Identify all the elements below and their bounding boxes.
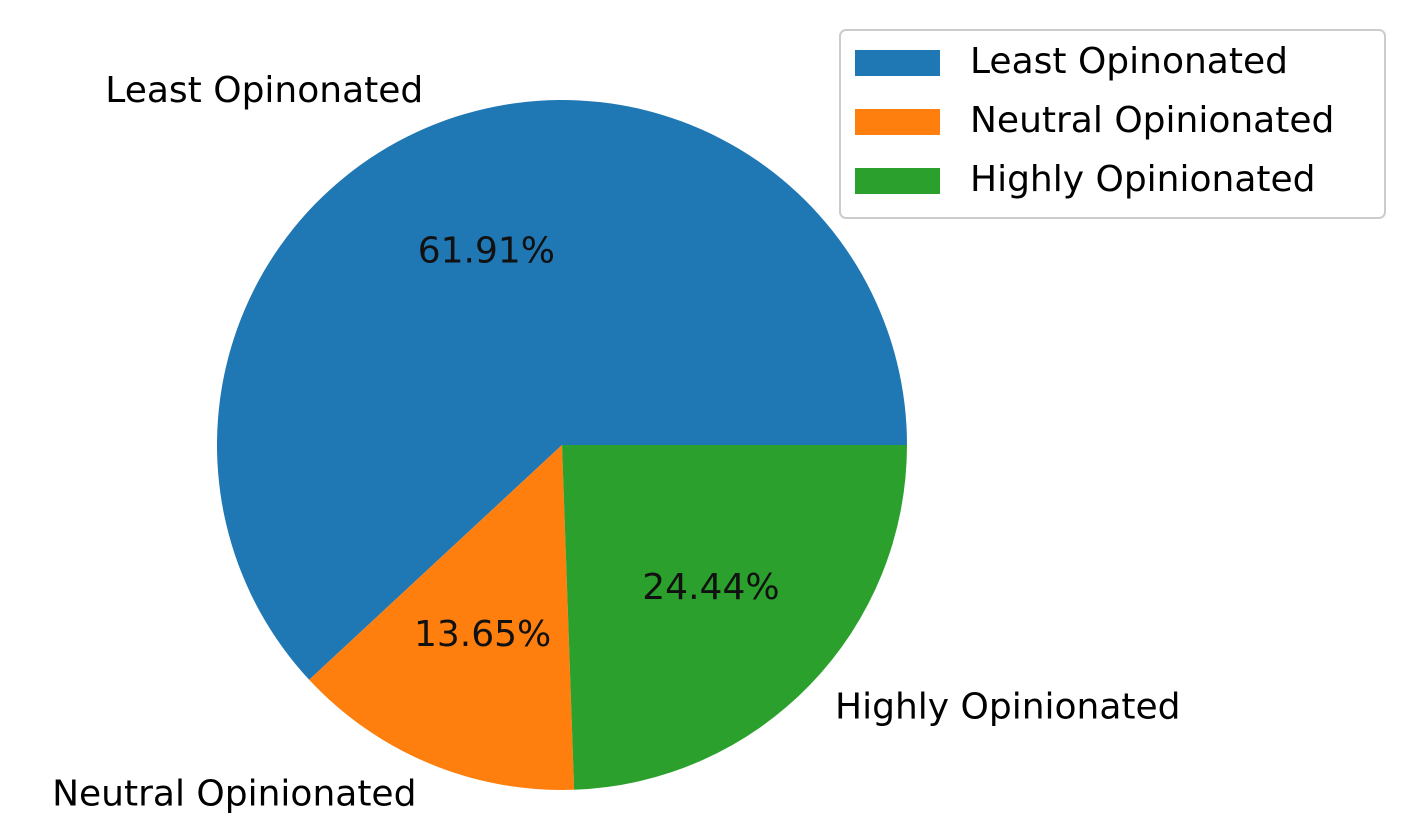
- legend-label: Highly Opinionated: [970, 159, 1316, 200]
- percent-label: 61.91%: [418, 230, 555, 271]
- legend-swatch: [855, 168, 940, 194]
- legend-label: Neutral Opinionated: [970, 100, 1334, 141]
- legend-box: [839, 29, 1386, 219]
- slice-label: Neutral Opinionated: [52, 773, 416, 814]
- legend-swatch: [855, 109, 940, 135]
- slice-label: Least Opinonated: [105, 70, 423, 111]
- percent-label: 24.44%: [642, 567, 779, 608]
- legend-swatch: [855, 50, 940, 76]
- pie-slice: [309, 445, 575, 790]
- pie-slice: [562, 445, 907, 790]
- slice-label: Highly Opinionated: [835, 687, 1181, 728]
- percent-label: 13.65%: [414, 614, 551, 655]
- legend-label: Least Opinonated: [970, 41, 1288, 82]
- pie-slice: [217, 100, 908, 680]
